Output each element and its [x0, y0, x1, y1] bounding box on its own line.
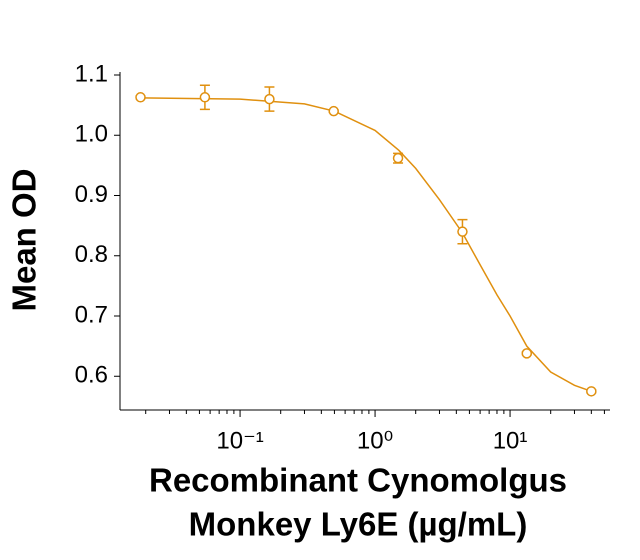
- x-tick-label: 10⁰: [357, 427, 393, 454]
- data-point: [264, 93, 275, 105]
- y-tick-label: 1.1: [75, 60, 108, 87]
- data-point: [392, 152, 404, 164]
- x-axis-label: Recombinant Cynomolgus: [149, 462, 567, 499]
- fit-curve: [140, 97, 592, 393]
- y-tick-label: 0.7: [75, 301, 108, 328]
- data-point: [135, 92, 146, 103]
- x-axis-label: Monkey Ly6E (µg/mL): [189, 506, 528, 543]
- data-point: [521, 348, 533, 359]
- y-tick-label: 0.8: [75, 241, 108, 268]
- data-point: [586, 386, 597, 397]
- y-tick-label: 0.6: [75, 362, 108, 389]
- x-tick-label: 10¹: [493, 427, 528, 454]
- y-axis-label: Mean OD: [6, 168, 43, 311]
- y-tick-label: 1.0: [75, 121, 108, 148]
- data-point: [457, 226, 468, 237]
- x-tick-label: 10⁻¹: [216, 427, 263, 454]
- data-point: [328, 105, 339, 117]
- data-point: [199, 92, 211, 103]
- y-tick-label: 0.9: [75, 181, 108, 208]
